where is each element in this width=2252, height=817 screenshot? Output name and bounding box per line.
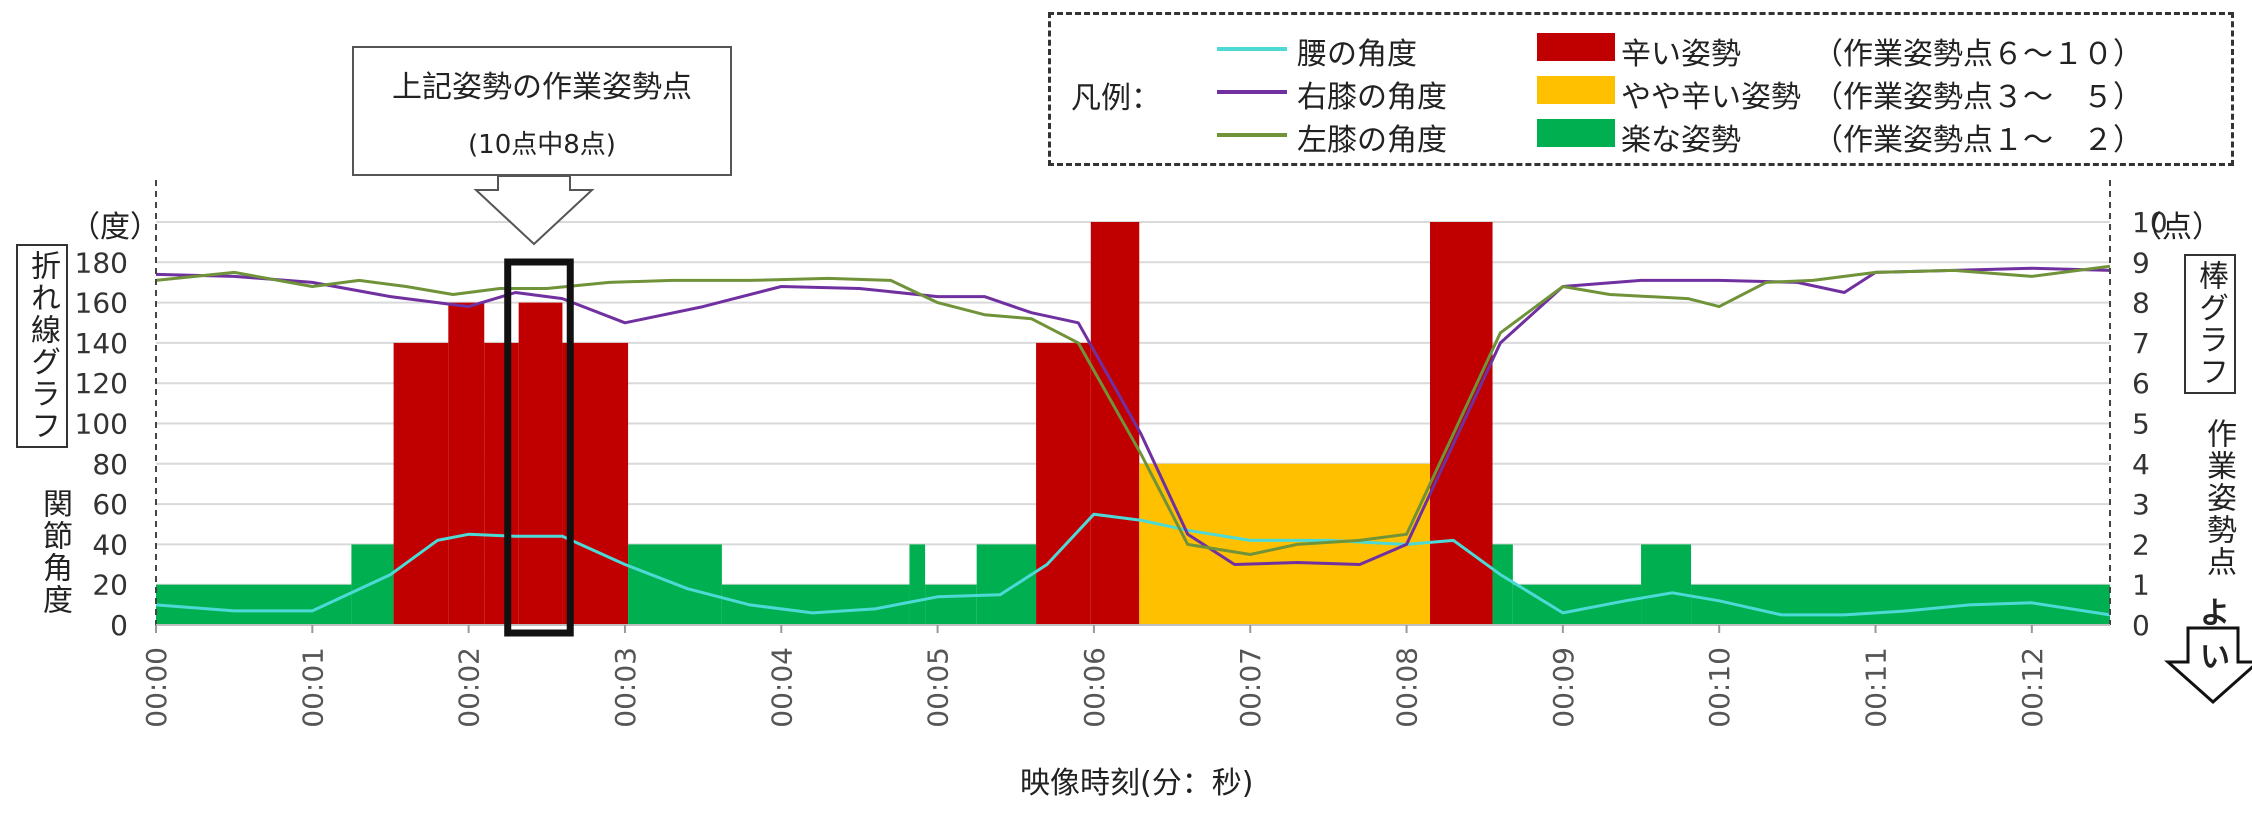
right-tick-label: 10 bbox=[2132, 206, 2168, 239]
series-line bbox=[155, 264, 2111, 556]
legend-swatch-hard bbox=[1537, 33, 1615, 61]
right-tick-label: 8 bbox=[2132, 287, 2150, 320]
legend-label-hard: 辛い姿勢 bbox=[1621, 37, 1741, 72]
legend-label-left-knee: 左膝の角度 bbox=[1297, 123, 1447, 158]
x-tick-label: 00:06 bbox=[1078, 647, 1111, 728]
x-tick-label: 00:11 bbox=[1860, 647, 1893, 728]
legend-label-waist: 腰の角度 bbox=[1297, 37, 1417, 72]
bar bbox=[925, 584, 977, 625]
good-label: よい bbox=[2200, 596, 2230, 675]
right-tick-label: 9 bbox=[2132, 246, 2150, 279]
line-series bbox=[155, 264, 2111, 617]
left-tick-label: 0 bbox=[110, 609, 128, 642]
legend-range-somewhat-hard: （作業姿勢点３～ ５） bbox=[1813, 80, 2143, 115]
left-tick-label: 100 bbox=[75, 408, 128, 441]
bar bbox=[393, 342, 449, 625]
left-tick-label: 80 bbox=[92, 448, 128, 481]
bar bbox=[484, 342, 519, 625]
bar bbox=[1036, 342, 1091, 625]
x-tick-label: 00:02 bbox=[453, 647, 486, 728]
callout-box: 上記姿勢の作業姿勢点 (10点中8点) bbox=[352, 46, 732, 176]
left-tick-label: 60 bbox=[92, 488, 128, 521]
legend-line-left-knee bbox=[1217, 133, 1287, 137]
x-tick-label: 00:01 bbox=[296, 647, 329, 728]
legend-label-easy: 楽な姿勢 bbox=[1621, 123, 1741, 158]
left-axis-unit: （度） bbox=[70, 210, 160, 245]
x-tick-label: 00:05 bbox=[922, 647, 955, 728]
right-tick-label: 1 bbox=[2132, 569, 2150, 602]
highlight-box bbox=[504, 258, 574, 637]
right-tick-label: 6 bbox=[2132, 367, 2150, 400]
right-tick-label: 4 bbox=[2132, 448, 2150, 481]
x-tick-label: 00:03 bbox=[609, 647, 642, 728]
bar bbox=[1090, 222, 1140, 625]
x-tick-label: 00:10 bbox=[1703, 647, 1736, 728]
legend-line-right-knee bbox=[1217, 90, 1287, 94]
x-axis-title: 映像時刻(分：秒) bbox=[1020, 766, 1254, 801]
x-tick-label: 00:04 bbox=[765, 647, 798, 728]
left-tick-label: 20 bbox=[92, 569, 128, 602]
good-arrow-icon bbox=[2164, 626, 2252, 705]
left-tick-label: 160 bbox=[75, 287, 128, 320]
right-axis-unit: （点） bbox=[2132, 210, 2222, 245]
bar bbox=[1512, 584, 1642, 625]
left-tick-label: 140 bbox=[75, 327, 128, 360]
legend-label-right-knee: 右膝の角度 bbox=[1297, 80, 1447, 115]
right-tick-label: 3 bbox=[2132, 488, 2150, 521]
left-tick-label: 40 bbox=[92, 528, 128, 561]
bar bbox=[448, 302, 485, 625]
bar bbox=[351, 544, 394, 625]
legend-range-hard: （作業姿勢点６～１０） bbox=[1813, 37, 2143, 72]
bar bbox=[909, 544, 926, 625]
left-axis-boxed-label: 折れ線グラフ bbox=[16, 244, 68, 448]
callout-line2: (10点中8点) bbox=[468, 130, 616, 160]
legend-line-waist bbox=[1217, 47, 1287, 51]
bar bbox=[1492, 544, 1513, 625]
legend: 凡例： 腰の角度 右膝の角度 左膝の角度 辛い姿勢 （作業姿勢点６～１０） やや… bbox=[1048, 12, 2234, 166]
legend-swatch-somewhat-hard bbox=[1537, 76, 1615, 104]
right-axis-boxed-label: 棒グラフ bbox=[2184, 254, 2236, 394]
x-tick-label: 00:00 bbox=[140, 647, 173, 728]
bar bbox=[976, 544, 1037, 625]
left-tick-label: 180 bbox=[75, 246, 128, 279]
series-line bbox=[155, 512, 2111, 617]
x-tick-label: 00:07 bbox=[1234, 647, 1267, 728]
right-axis-label: 作業姿勢点 bbox=[2201, 418, 2236, 578]
bar bbox=[518, 302, 563, 625]
bar bbox=[1641, 544, 1692, 625]
callout-line1: 上記姿勢の作業姿勢点 bbox=[392, 70, 692, 105]
right-tick-label: 7 bbox=[2132, 327, 2150, 360]
right-tick-label: 0 bbox=[2132, 609, 2150, 642]
x-tick-label: 00:09 bbox=[1547, 647, 1580, 728]
legend-label-somewhat-hard: やや辛い姿勢 bbox=[1621, 80, 1801, 115]
legend-range-easy: （作業姿勢点１～ ２） bbox=[1813, 123, 2143, 158]
x-tick-label: 00:12 bbox=[2016, 647, 2049, 728]
left-axis-label: 関節角度 bbox=[37, 488, 72, 616]
left-tick-label: 120 bbox=[75, 367, 128, 400]
x-tick-label: 00:08 bbox=[1391, 647, 1424, 728]
legend-title: 凡例： bbox=[1071, 81, 1161, 116]
legend-swatch-easy bbox=[1537, 119, 1615, 147]
right-tick-label: 5 bbox=[2132, 408, 2150, 441]
axes: 0 20 40 60 80 100 120 140 160 180 0 1 2 3 4 5 6 7 8 9 10 00:0… bbox=[75, 180, 2168, 728]
callout-arrow bbox=[473, 175, 595, 246]
bar bbox=[156, 584, 352, 625]
right-tick-label: 2 bbox=[2132, 528, 2150, 561]
